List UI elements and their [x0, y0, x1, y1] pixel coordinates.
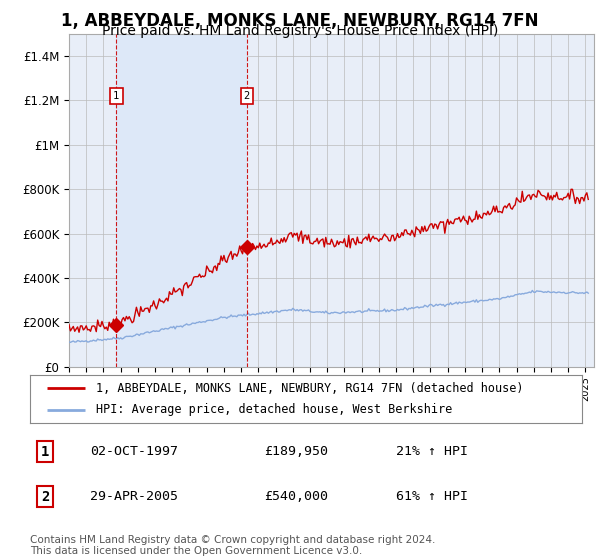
Text: 21% ↑ HPI: 21% ↑ HPI	[396, 445, 468, 459]
Text: 1: 1	[113, 91, 119, 101]
Bar	[116, 34, 247, 367]
Text: HPI: Average price, detached house, West Berkshire: HPI: Average price, detached house, West…	[96, 403, 452, 417]
Text: 1, ABBEYDALE, MONKS LANE, NEWBURY, RG14 7FN: 1, ABBEYDALE, MONKS LANE, NEWBURY, RG14 …	[61, 12, 539, 30]
Text: 2: 2	[244, 91, 250, 101]
Text: 2: 2	[41, 489, 49, 504]
Text: 29-APR-2005: 29-APR-2005	[90, 490, 178, 503]
Text: 1, ABBEYDALE, MONKS LANE, NEWBURY, RG14 7FN (detached house): 1, ABBEYDALE, MONKS LANE, NEWBURY, RG14 …	[96, 381, 524, 395]
Text: 02-OCT-1997: 02-OCT-1997	[90, 445, 178, 459]
Text: Contains HM Land Registry data © Crown copyright and database right 2024.
This d: Contains HM Land Registry data © Crown c…	[30, 535, 436, 557]
Text: £540,000: £540,000	[264, 490, 328, 503]
Text: 61% ↑ HPI: 61% ↑ HPI	[396, 490, 468, 503]
Text: Price paid vs. HM Land Registry's House Price Index (HPI): Price paid vs. HM Land Registry's House …	[102, 24, 498, 38]
Text: £189,950: £189,950	[264, 445, 328, 459]
Text: 1: 1	[41, 445, 49, 459]
